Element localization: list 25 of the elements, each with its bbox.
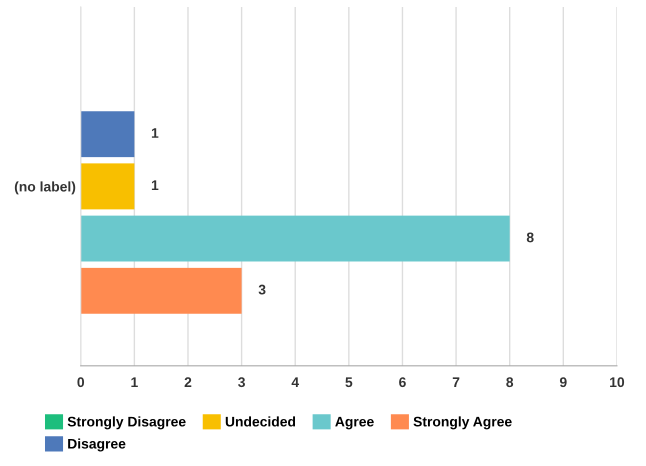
legend-label: Disagree: [68, 438, 126, 452]
data-label: 3: [258, 284, 266, 295]
legend-label: Strongly Disagree: [68, 416, 186, 430]
x-tick-label: 2: [184, 377, 192, 387]
data-label: 1: [152, 180, 158, 190]
legend-label: Strongly Agree: [413, 416, 512, 430]
x-tick-label: 6: [399, 377, 406, 388]
y-tick-label: (no label): [14, 181, 76, 194]
bar: [80, 268, 242, 314]
x-tick-label: 9: [560, 377, 567, 388]
x-tick-label: 0: [77, 377, 84, 388]
x-tick-label: 7: [452, 377, 460, 387]
x-tick-label: 10: [610, 377, 624, 388]
x-tick-label: 8: [506, 377, 514, 388]
bar: [80, 163, 134, 210]
data-label: 1: [152, 128, 158, 138]
x-tick-label: 3: [238, 377, 245, 388]
data-label: 8: [526, 232, 534, 242]
x-tick-label: 4: [292, 377, 300, 387]
x-tick-label: 1: [131, 377, 138, 387]
bar: [80, 111, 134, 158]
legend-label: Agree: [335, 416, 374, 430]
bar: [80, 216, 510, 262]
x-tick-label: 5: [345, 377, 352, 388]
legend-label: Undecided: [226, 416, 296, 427]
